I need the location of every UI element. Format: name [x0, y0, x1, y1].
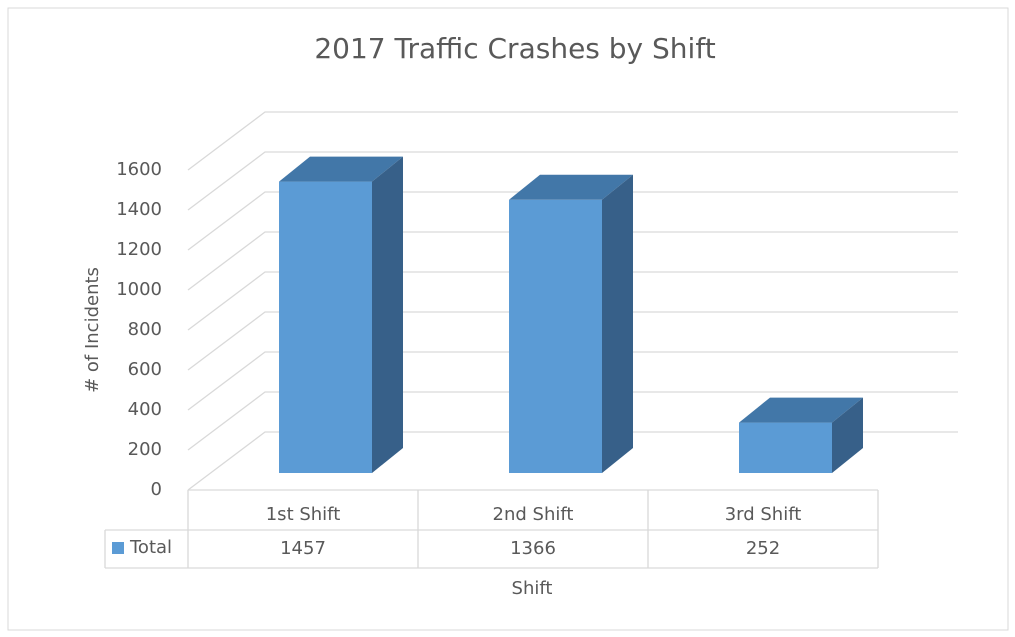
grid-line — [187, 231, 958, 291]
grid-line — [187, 111, 958, 171]
y-tick-label: 400 — [128, 399, 162, 420]
chart-title: 2017 Traffic Crashes by Shift — [314, 32, 715, 65]
y-tick-label: 200 — [128, 439, 162, 460]
bar-top — [739, 397, 863, 423]
grid-line — [187, 431, 958, 491]
bar-side — [602, 174, 633, 474]
legend-label: Total — [129, 537, 172, 558]
table-value: 252 — [746, 538, 780, 559]
grid-line — [187, 311, 958, 371]
table-value: 1366 — [510, 538, 556, 559]
bar-front — [509, 199, 602, 474]
grid-line — [187, 191, 958, 251]
y-tick-label: 1400 — [116, 199, 162, 220]
y-tick-label: 1600 — [116, 159, 162, 180]
y-tick-label: 1000 — [116, 279, 162, 300]
x-axis-label: Shift — [512, 578, 553, 599]
y-axis-label: # of Incidents — [82, 267, 103, 393]
table-value: 1457 — [280, 538, 326, 559]
y-tick-label: 0 — [151, 479, 162, 500]
bar-front — [739, 422, 832, 473]
grid-line — [187, 151, 958, 211]
grid-line — [187, 391, 958, 451]
grid-line — [187, 271, 958, 331]
bar-side — [832, 397, 863, 473]
bar-top — [279, 156, 403, 182]
y-tick-label: 800 — [128, 319, 162, 340]
x-tick-label: 1st Shift — [266, 504, 341, 525]
y-tick-label: 1200 — [116, 239, 162, 260]
bar-top — [509, 174, 633, 200]
y-tick-label: 600 — [128, 359, 162, 380]
x-tick-label: 3rd Shift — [725, 504, 802, 525]
grid-line — [187, 351, 958, 411]
x-tick-label: 2nd Shift — [493, 504, 574, 525]
legend-swatch — [112, 542, 124, 554]
bar-front — [279, 181, 372, 473]
bar-side — [372, 156, 403, 473]
